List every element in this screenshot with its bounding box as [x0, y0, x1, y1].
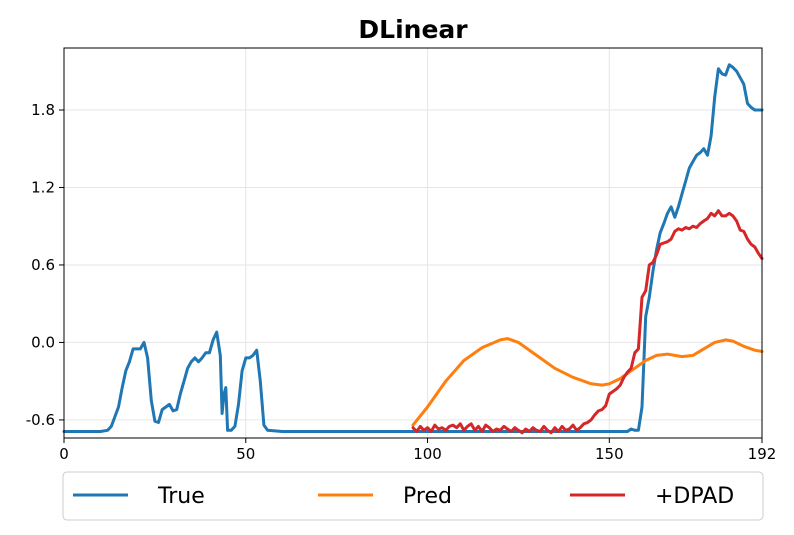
y-tick-label: 1.2 [31, 178, 55, 196]
x-tick-label: 150 [595, 445, 624, 463]
y-tick-label: -0.6 [26, 411, 55, 429]
series-line-true [62, 63, 764, 433]
y-tick-label: 1.8 [31, 101, 55, 119]
legend-label: True [157, 484, 205, 509]
x-tick-label: 0 [59, 445, 69, 463]
plot-area-frame [63, 47, 763, 439]
series-group [62, 63, 764, 435]
series-line-dpad [411, 209, 764, 435]
y-tick-label: 0.0 [31, 333, 55, 351]
series-line-pred [411, 337, 764, 427]
legend: True Pred +DPAD [62, 471, 764, 521]
legend-label: Pred [403, 484, 452, 509]
grid [64, 48, 762, 438]
legend-frame [62, 471, 764, 521]
x-tick-label: 192 [748, 445, 777, 463]
y-tick-label: 0.6 [31, 256, 55, 274]
x-tick-label: 50 [236, 445, 255, 463]
legend-label: +DPAD [655, 484, 734, 509]
chart-title: DLinear [358, 15, 468, 44]
axis-ticks: 0 50 100 150 192 -0.6 0.0 0.6 1.2 1.8 [26, 101, 777, 463]
x-tick-label: 100 [413, 445, 442, 463]
